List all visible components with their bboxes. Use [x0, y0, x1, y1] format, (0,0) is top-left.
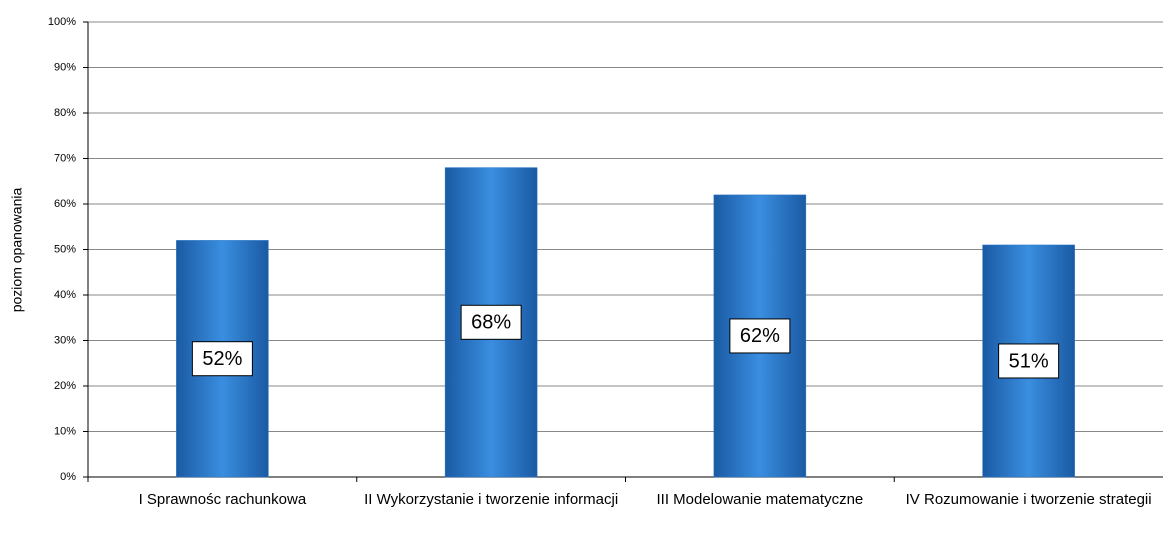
y-axis-title: poziom opanowania — [9, 188, 25, 313]
x-tick-label: IV Rozumowanie i tworzenie strategii — [905, 491, 1152, 508]
data-label: 68% — [471, 312, 511, 334]
x-tick-label: II Wykorzystanie i tworzenie informacji — [364, 491, 619, 508]
y-tick-label: 20% — [54, 380, 76, 392]
y-tick-label: 70% — [54, 152, 76, 164]
data-label-box — [998, 343, 1060, 379]
data-label-box — [729, 318, 791, 354]
data-label-box — [460, 304, 522, 340]
x-tick-label: I Sprawnośc rachunkowa — [138, 491, 307, 508]
data-label: 52% — [202, 348, 242, 370]
data-label: 51% — [1009, 350, 1049, 372]
y-tick-label: 40% — [54, 289, 76, 301]
data-label-box — [191, 341, 253, 377]
data-label: 62% — [740, 325, 780, 347]
y-tick-label: 0% — [60, 471, 76, 483]
y-tick-label: 30% — [54, 334, 76, 346]
y-tick-label: 100% — [48, 16, 76, 28]
y-tick-label: 90% — [54, 61, 76, 73]
x-tick-label: III Modelowanie matematyczne — [656, 491, 864, 508]
y-tick-label: 60% — [54, 198, 76, 210]
y-tick-label: 50% — [54, 243, 76, 255]
y-tick-label: 10% — [54, 425, 76, 437]
y-tick-label: 80% — [54, 107, 76, 119]
